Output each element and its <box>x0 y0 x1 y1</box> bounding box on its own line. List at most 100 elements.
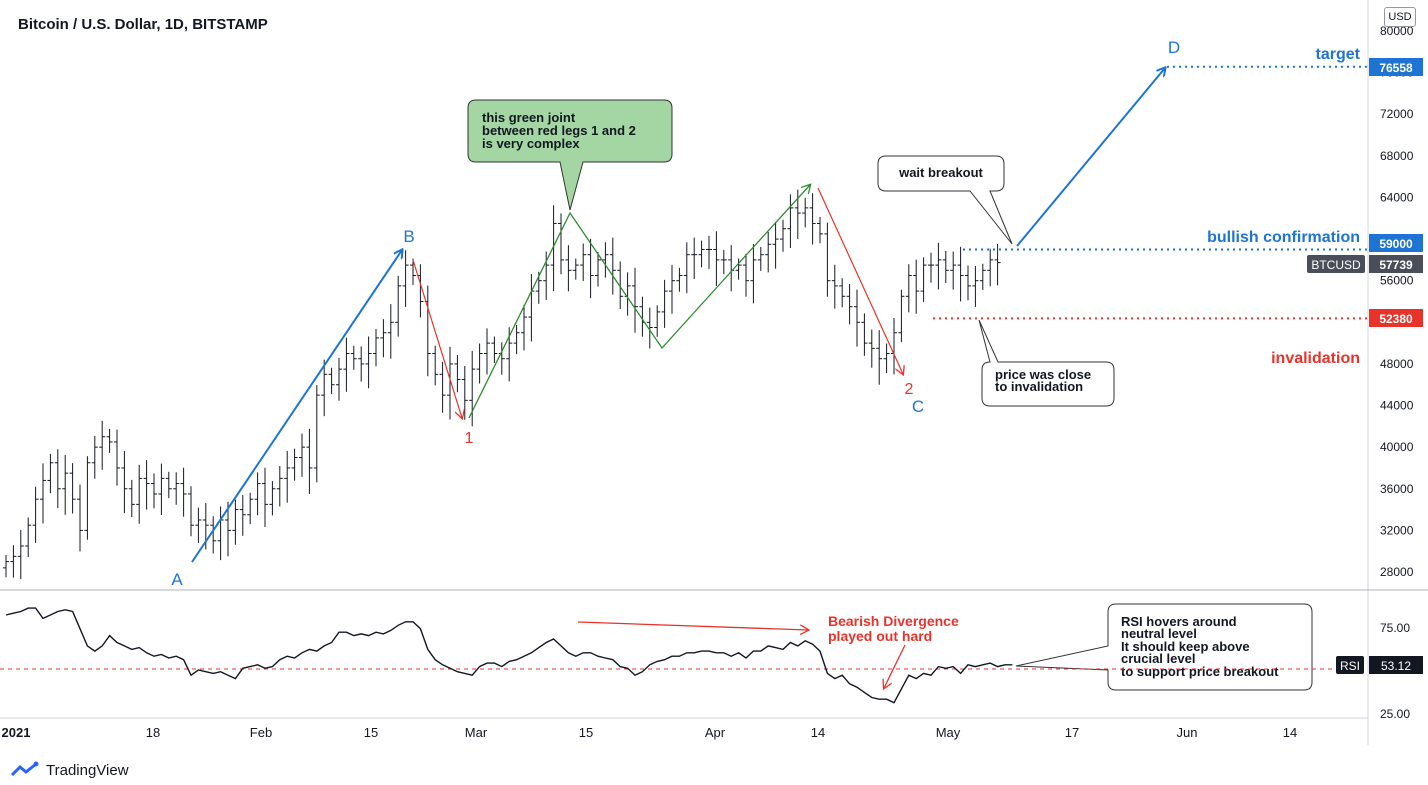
ohlc-bar <box>25 517 32 558</box>
ohlc-bar <box>654 305 661 337</box>
divergence-down-arrow <box>884 644 906 688</box>
divergence-line-2: played out hard <box>828 628 932 644</box>
ohlc-bar <box>595 252 601 287</box>
ohlc-bar <box>262 467 268 528</box>
ohlc-bar <box>572 258 579 280</box>
ohlc-bar <box>188 486 194 537</box>
rsi-name-badge-bg <box>1336 656 1364 674</box>
time-tick-label: Mar <box>465 725 488 740</box>
tradingview-logo[interactable]: TradingView <box>10 760 129 780</box>
ohlc-bar <box>313 385 320 483</box>
target-price-badge-text: 76558 <box>1379 61 1413 75</box>
time-tick-label: 14 <box>811 725 825 740</box>
ohlc-bar <box>239 494 246 536</box>
wave-lines <box>191 68 1165 563</box>
price-tick-label: 28000 <box>1380 565 1414 579</box>
price-tick-label: 32000 <box>1380 523 1414 537</box>
ohlc-bar <box>225 501 231 557</box>
ohlc-bar <box>165 471 172 499</box>
ohlc-bar <box>713 231 720 286</box>
ohlc-bar <box>114 429 120 486</box>
wave-label-2: 2 <box>905 381 914 398</box>
ohlc-bar <box>587 238 594 299</box>
red-leg-2-arrow <box>817 187 903 374</box>
bullish-price-badge-bg <box>1369 234 1423 252</box>
ohlc-bar <box>343 337 350 392</box>
ohlc-bar <box>646 307 653 349</box>
ohlc-bar <box>632 267 638 333</box>
green-callout-line-3: is very complex <box>482 136 580 151</box>
ohlc-bar <box>683 242 690 294</box>
green-joint-zigzag <box>468 211 739 419</box>
ohlc-bar <box>772 222 779 269</box>
ohlc-bar <box>861 313 868 356</box>
bullish-price-badge-text: 59000 <box>1379 237 1413 251</box>
wave-label-1: 1 <box>465 430 474 447</box>
ohlc-bar <box>950 251 957 290</box>
price-axis[interactable]: 2800032000360004000044000480005200056000… <box>1380 24 1414 579</box>
ohlc-bar <box>669 264 675 314</box>
ohlc-bar <box>920 257 927 303</box>
price-close-callout[interactable]: price was close to invalidation <box>978 319 1115 407</box>
currency-button[interactable]: USD <box>1384 7 1416 27</box>
rsi-note-callout[interactable]: RSI hovers around neutral level It shoul… <box>1015 603 1313 691</box>
ohlc-bar <box>373 329 379 367</box>
last-price-badge-bg <box>1369 255 1423 273</box>
ohlc-bar <box>284 450 291 503</box>
wave-label-b: B <box>403 227 414 246</box>
time-axis[interactable]: 2021 18 Feb 15 Mar 15 Apr 14 May 17 Jun 14 <box>2 725 1298 740</box>
divergence-arrow <box>577 621 808 630</box>
ohlc-bar <box>365 336 372 389</box>
level-lines <box>933 65 1368 320</box>
wave-c-d-arrow <box>1016 68 1165 247</box>
ohlc-bar <box>128 479 135 518</box>
wave-label-a: A <box>171 570 183 589</box>
ohlc-bar <box>232 499 239 545</box>
price-tick-label: 44000 <box>1380 399 1414 413</box>
time-tick-label: 14 <box>1283 725 1297 740</box>
green-joint-callout[interactable]: this green joint between red legs 1 and … <box>467 99 673 211</box>
green-joint-arrow <box>737 185 810 265</box>
ohlc-bar <box>62 454 69 515</box>
ohlc-bar <box>217 506 224 561</box>
ohlc-bar <box>928 252 934 283</box>
target-price-badge: 76558 <box>1369 58 1423 76</box>
ohlc-bar <box>491 336 498 363</box>
rsi-note-line-2: neutral level <box>1121 626 1197 641</box>
ohlc-bar <box>905 264 912 313</box>
green-callout-line-1: this green joint <box>482 110 576 125</box>
ohlc-bar <box>691 237 698 280</box>
wave-a-b-arrow <box>191 250 402 563</box>
ohlc-bar <box>173 472 180 505</box>
ohlc-bar <box>358 346 365 382</box>
ohlc-bar <box>328 367 335 395</box>
ohlc-bar <box>765 231 772 273</box>
ohlc-bar <box>299 433 305 477</box>
price-close-line-1: price was close <box>995 367 1091 382</box>
ohlc-bar <box>40 463 46 524</box>
ohlc-bar <box>891 318 897 375</box>
ohlc-bar <box>824 222 831 297</box>
time-tick-label: 18 <box>146 725 160 740</box>
red-leg-1-arrow <box>412 259 462 418</box>
ohlc-bar <box>750 244 757 304</box>
ohlc-bar <box>550 205 557 292</box>
divergence-line-1: Bearish Divergence <box>828 613 959 629</box>
ohlc-bar <box>387 304 394 359</box>
ohlc-bar <box>69 463 76 514</box>
ohlc-bar <box>602 242 609 278</box>
invalidation-price-badge: 52380 <box>1369 309 1423 327</box>
ohlc-bar <box>846 283 853 325</box>
price-close-line-2: to invalidation <box>995 379 1083 394</box>
ohlc-bar <box>350 345 357 370</box>
rsi-note-line-1: RSI hovers around <box>1121 614 1237 629</box>
green-callout-line-2: between red legs 1 and 2 <box>482 123 636 138</box>
ohlc-bar <box>484 328 490 375</box>
rsi-last-badge-text: 53.12 <box>1381 659 1411 673</box>
ohlc-bar <box>54 449 61 509</box>
rsi-name-badge-text: RSI <box>1340 659 1360 673</box>
ohlc-bar <box>609 237 616 295</box>
ohlc-bar <box>321 359 328 417</box>
wait-breakout-callout[interactable]: wait breakout <box>877 155 1013 245</box>
